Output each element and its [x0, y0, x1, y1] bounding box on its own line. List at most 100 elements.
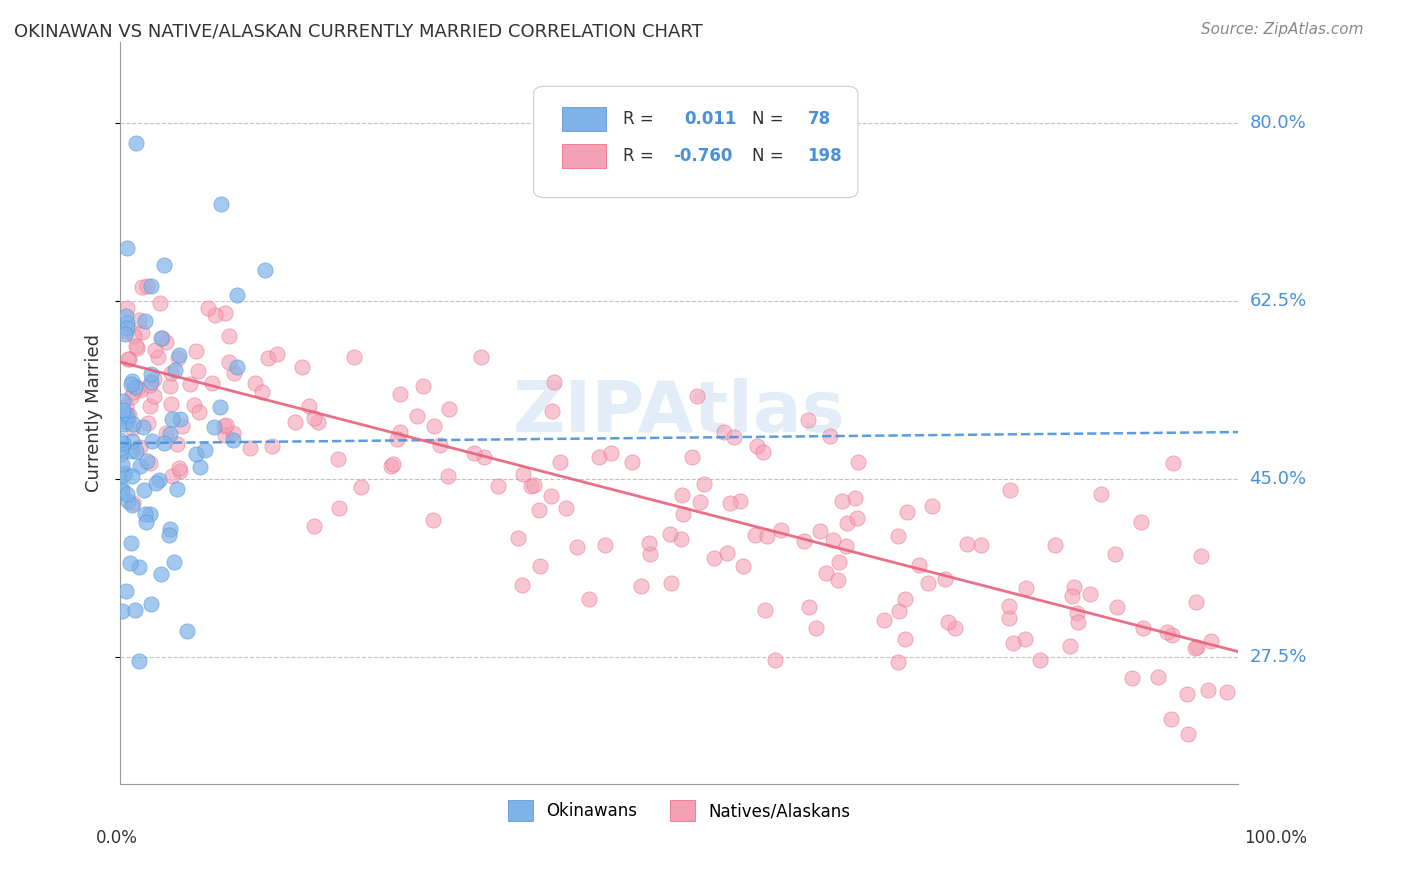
Point: [1063, 580, 1085, 594]
Point: [723, 430, 745, 444]
Point: [1066, 606, 1088, 620]
Point: [111, 393, 134, 408]
Point: [1187, 640, 1209, 654]
Point: [176, 624, 198, 639]
Text: -0.760: -0.760: [673, 147, 733, 165]
Point: [422, 513, 444, 527]
Point: [262, 439, 284, 453]
Point: [728, 494, 751, 508]
Point: [1090, 486, 1112, 500]
Point: [153, 258, 176, 272]
Point: [139, 598, 162, 612]
Text: ZIPAtlas: ZIPAtlas: [513, 378, 845, 447]
Point: [131, 325, 153, 339]
Point: [835, 539, 858, 553]
Text: R =: R =: [623, 110, 654, 128]
Point: [689, 495, 711, 509]
Point: [115, 412, 138, 426]
Point: [835, 516, 858, 530]
Point: [257, 351, 280, 366]
Point: [808, 524, 831, 539]
Point: [284, 415, 307, 429]
Point: [214, 428, 236, 442]
Point: [1015, 581, 1038, 595]
Point: [846, 455, 869, 469]
Text: 0.011: 0.011: [685, 110, 737, 128]
Point: [139, 376, 162, 390]
Point: [506, 531, 529, 545]
Point: [165, 362, 187, 376]
Point: [934, 572, 956, 586]
Point: [127, 342, 149, 356]
Point: [120, 376, 142, 391]
Point: [125, 444, 148, 458]
FancyBboxPatch shape: [561, 107, 606, 131]
Point: [208, 400, 231, 414]
Point: [716, 546, 738, 560]
Point: [160, 469, 183, 483]
Point: [124, 603, 146, 617]
Point: [429, 437, 451, 451]
Point: [111, 402, 134, 417]
Point: [1160, 712, 1182, 726]
Point: [190, 460, 212, 475]
Point: [250, 384, 273, 399]
Point: [121, 434, 143, 448]
Point: [1175, 687, 1198, 701]
Point: [121, 496, 143, 510]
Point: [797, 600, 820, 615]
Point: [752, 445, 775, 459]
Point: [1060, 589, 1083, 603]
Point: [179, 376, 201, 391]
Point: [472, 450, 495, 464]
Point: [669, 533, 692, 547]
Point: [172, 419, 194, 434]
Point: [486, 479, 509, 493]
Point: [894, 591, 917, 606]
Point: [388, 387, 411, 401]
Point: [145, 475, 167, 490]
Text: Source: ZipAtlas.com: Source: ZipAtlas.com: [1201, 22, 1364, 37]
Point: [921, 500, 943, 514]
Point: [380, 458, 402, 473]
Point: [186, 364, 208, 378]
Point: [128, 654, 150, 668]
Point: [111, 484, 134, 499]
Point: [412, 379, 434, 393]
Point: [201, 376, 224, 390]
Point: [1189, 549, 1212, 564]
Point: [1160, 628, 1182, 642]
Point: [120, 536, 142, 550]
Point: [658, 527, 681, 541]
Point: [540, 404, 562, 418]
Point: [686, 389, 709, 403]
Point: [1147, 670, 1170, 684]
Point: [136, 279, 159, 293]
Point: [845, 511, 868, 525]
Point: [202, 420, 225, 434]
Point: [115, 399, 138, 413]
Point: [523, 478, 546, 492]
Point: [132, 420, 155, 434]
Point: [1130, 515, 1153, 529]
Point: [122, 329, 145, 343]
Point: [593, 539, 616, 553]
Point: [713, 425, 735, 439]
Point: [114, 466, 136, 480]
Point: [796, 413, 818, 427]
Point: [1014, 632, 1036, 646]
Point: [828, 555, 851, 569]
Point: [134, 483, 156, 498]
Point: [150, 331, 173, 345]
Point: [1132, 621, 1154, 635]
Point: [1216, 684, 1239, 698]
Point: [1078, 587, 1101, 601]
Point: [307, 415, 329, 429]
Point: [970, 538, 993, 552]
Point: [302, 519, 325, 533]
FancyBboxPatch shape: [561, 145, 606, 168]
Point: [121, 469, 143, 483]
Point: [145, 343, 167, 358]
Text: N =: N =: [752, 147, 783, 165]
Point: [520, 479, 543, 493]
